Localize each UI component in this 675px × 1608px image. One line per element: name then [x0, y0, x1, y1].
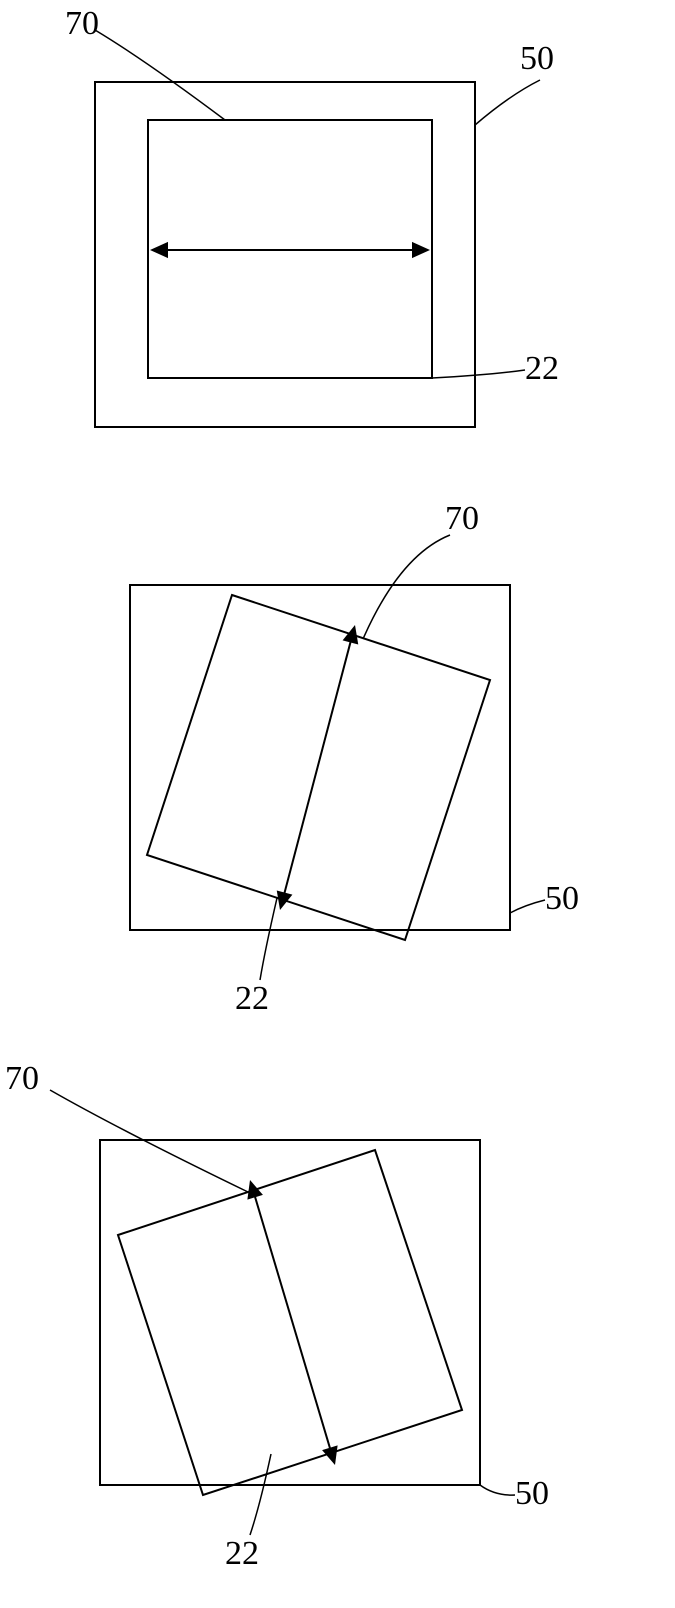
arrow-head-icon — [247, 1180, 263, 1200]
ref-label-50: 50 — [515, 1475, 549, 1513]
ref-label-22: 22 — [525, 350, 559, 388]
arrow-head-icon — [412, 242, 430, 258]
leader-line — [432, 370, 525, 378]
arrow-head-icon — [343, 625, 359, 644]
ref-label-50: 50 — [545, 880, 579, 918]
leader-line — [95, 30, 225, 120]
dimension-arrow — [283, 637, 352, 898]
leader-line — [363, 535, 450, 639]
ref-label-70: 70 — [65, 5, 99, 43]
arrow-head-icon — [150, 242, 168, 258]
diagram-canvas — [0, 0, 675, 1608]
ref-label-70: 70 — [5, 1060, 39, 1098]
leader-line — [475, 80, 540, 125]
ref-label-50: 50 — [520, 40, 554, 78]
ref-label-70: 70 — [445, 500, 479, 538]
ref-label-22: 22 — [225, 1535, 259, 1573]
leader-line — [510, 900, 545, 913]
ref-label-22: 22 — [235, 980, 269, 1018]
dimension-arrow — [254, 1192, 332, 1453]
leader-line — [250, 1454, 271, 1535]
arrow-head-icon — [277, 891, 293, 910]
leader-line — [480, 1485, 515, 1495]
inner-box — [118, 1150, 462, 1495]
leader-line — [260, 898, 277, 980]
